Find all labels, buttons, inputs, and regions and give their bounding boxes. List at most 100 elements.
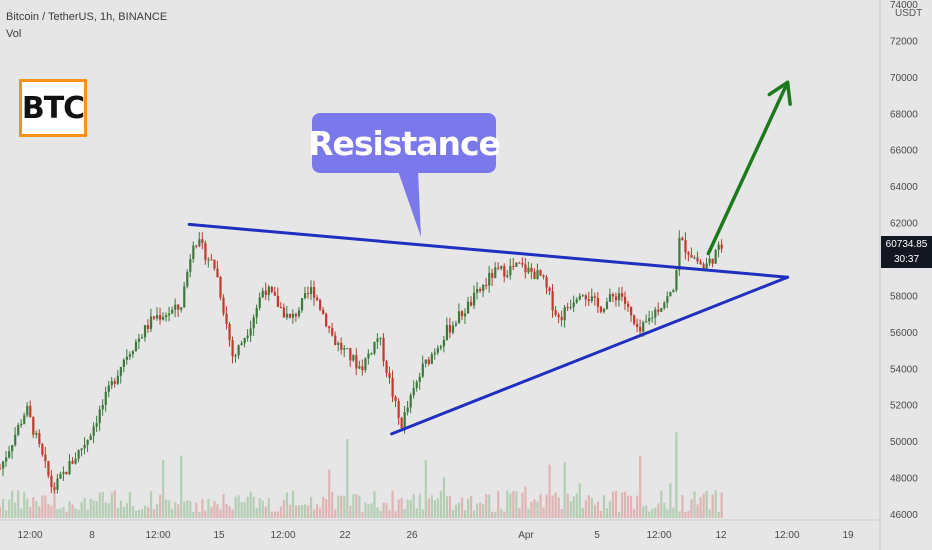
volume-bar (107, 503, 110, 518)
volume-bar (207, 498, 210, 518)
volume-bar (195, 502, 198, 518)
candle-body (639, 326, 642, 332)
candle-body (699, 261, 702, 265)
candle-body (488, 272, 491, 286)
volume-bar (717, 511, 720, 518)
volume-bar (684, 511, 687, 518)
candle-body (361, 366, 364, 371)
volume-bar (95, 501, 98, 518)
price-axis[interactable]: 7400072000700006800066000640006200060000… (879, 0, 918, 550)
volume-bar (14, 502, 17, 518)
candle-body (183, 286, 186, 308)
price-unit-label: USDT (895, 8, 923, 19)
volume-bar (23, 491, 26, 518)
candle-body (252, 317, 255, 329)
candle-body (86, 439, 89, 445)
volume-bar (146, 506, 150, 518)
candle-body (270, 286, 273, 293)
volume-bar (714, 490, 717, 518)
candle-body (436, 348, 439, 353)
candle-body (340, 342, 343, 350)
volume-bar (352, 494, 355, 518)
candle-body (545, 276, 548, 288)
candle-body (116, 375, 119, 384)
candle-body (476, 289, 479, 293)
time-axis[interactable]: 12:00 8 12:00 15 12:00 22 26 Apr 5 12:00 12 12:00 19 (0, 519, 880, 541)
volume-bar (494, 511, 497, 518)
volume-bar (165, 499, 168, 518)
candle-body (681, 237, 684, 241)
candle-body (322, 309, 325, 314)
volume-bar (322, 496, 325, 518)
time-tick-label: 5 (594, 530, 600, 541)
volume-bar (38, 506, 41, 518)
volume-bar (291, 490, 295, 518)
volume-bar (448, 496, 452, 518)
candle-body (563, 307, 566, 321)
candle-body (627, 303, 630, 307)
volume-bar (189, 501, 192, 518)
price-tick-label: 62000 (890, 219, 918, 230)
candle-body (168, 313, 171, 316)
candle-body (672, 290, 675, 293)
candle-body (690, 254, 693, 258)
volume-bar (672, 507, 675, 518)
candle-body (554, 310, 557, 315)
volume-bar (361, 511, 364, 518)
price-tick-label: 68000 (890, 109, 918, 120)
volume-bar (403, 509, 406, 518)
volume-bar (596, 501, 600, 518)
volume-bar (518, 508, 521, 518)
candle-body (596, 297, 600, 307)
volume-bar (497, 490, 500, 518)
volume-bar (270, 511, 273, 518)
volume-bar (636, 495, 639, 518)
time-tick-label: 12 (715, 530, 727, 541)
candle-body (427, 359, 430, 364)
volume-bar (503, 511, 506, 518)
candle-body (137, 338, 141, 342)
candle-body (506, 275, 509, 277)
candle-body (65, 471, 68, 475)
candle-body (424, 359, 427, 364)
candle-body (177, 304, 180, 310)
volume-indicator-label[interactable]: Vol (6, 28, 22, 40)
candle-body (149, 316, 153, 329)
volume-bar (309, 496, 313, 518)
volume-bar (451, 509, 455, 518)
candle-body (246, 335, 249, 338)
volume-bar (331, 491, 334, 518)
candle-body (557, 314, 560, 317)
candle-body (249, 328, 252, 336)
volume-bar (149, 491, 153, 518)
candle-body (636, 323, 639, 327)
volume-bar (159, 494, 162, 518)
candle-body (334, 335, 337, 345)
candle-body (156, 315, 159, 319)
symbol-title[interactable]: Bitcoin / TetherUS, 1h, BINANCE (6, 11, 168, 23)
volume-bar (627, 495, 630, 518)
projection-arrow (706, 80, 792, 256)
volume-bar (430, 495, 433, 518)
candle-body (421, 363, 424, 377)
volume-bar (140, 509, 144, 518)
volume-bar (554, 492, 557, 518)
candle-body (44, 454, 47, 462)
volume-bar (630, 495, 633, 518)
candle-body (14, 434, 17, 446)
volume-bar (566, 493, 569, 518)
volume-bar (424, 460, 427, 518)
candle-body (611, 294, 615, 297)
volume-bar (524, 486, 527, 518)
volume-bar (482, 504, 485, 518)
candle-body (319, 299, 322, 310)
volume-bar (267, 498, 270, 518)
current-price: 60734.85 (885, 239, 928, 250)
candle-body (705, 263, 708, 269)
candle-body (237, 345, 240, 356)
candle-body (240, 343, 243, 346)
candle-body (485, 285, 488, 287)
candle-body (551, 291, 554, 311)
candle-body (494, 267, 497, 278)
